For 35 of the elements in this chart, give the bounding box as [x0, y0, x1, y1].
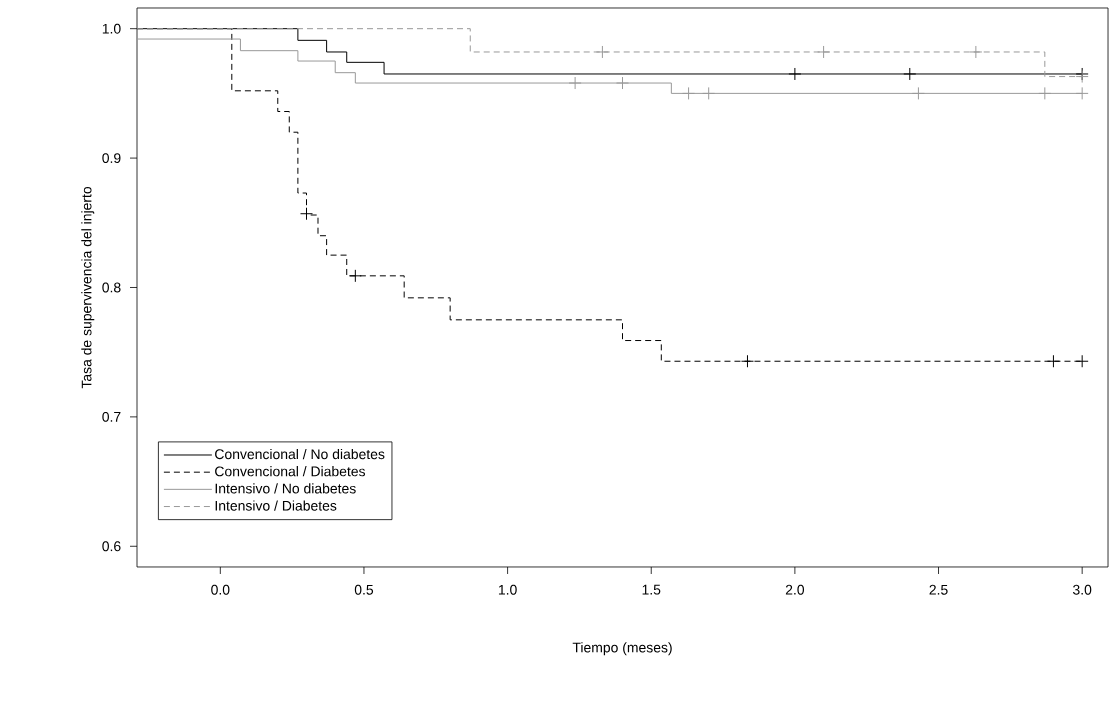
point: [911, 86, 925, 100]
x-tick-label: 3.0: [1073, 584, 1092, 595]
y-tick-label: 0.8: [102, 282, 121, 293]
point: [682, 86, 696, 100]
point: [702, 86, 716, 100]
y-tick-label: 0.6: [102, 541, 121, 552]
x-axis-title: Tiempo (meses): [572, 642, 672, 656]
point: [595, 45, 609, 59]
point: [1046, 354, 1060, 368]
point: [348, 269, 362, 283]
point: [969, 45, 983, 59]
point: [1075, 86, 1089, 100]
legend-label: Intensivo / No diabetes: [215, 483, 356, 494]
y-axis-title: Tasa de supervivencia del injerto: [81, 186, 95, 389]
x-tick-label: 2.5: [929, 584, 948, 595]
point: [903, 67, 917, 81]
point: [568, 76, 582, 90]
point: [1075, 354, 1089, 368]
y-tick-label: 0.7: [102, 411, 121, 422]
y-tick-label: 0.9: [102, 153, 121, 164]
legend-label: Intensivo / Diabetes: [215, 500, 337, 511]
point: [1038, 86, 1052, 100]
y-tick-label: 1.0: [102, 23, 121, 34]
x-tick-label: 0.0: [211, 584, 230, 595]
x-tick-label: 1.5: [642, 584, 661, 595]
point: [616, 76, 630, 90]
legend-label: Convencional / No diabetes: [215, 448, 385, 460]
x-tick-label: 1.0: [498, 584, 517, 595]
point: [817, 45, 831, 59]
point: [740, 354, 754, 368]
point: [788, 67, 802, 81]
x-tick-label: 2.0: [785, 584, 805, 595]
point: [300, 207, 313, 221]
x-tick-label: 0.5: [354, 584, 374, 595]
legend-label: Convencional / Diabetes: [215, 466, 366, 477]
